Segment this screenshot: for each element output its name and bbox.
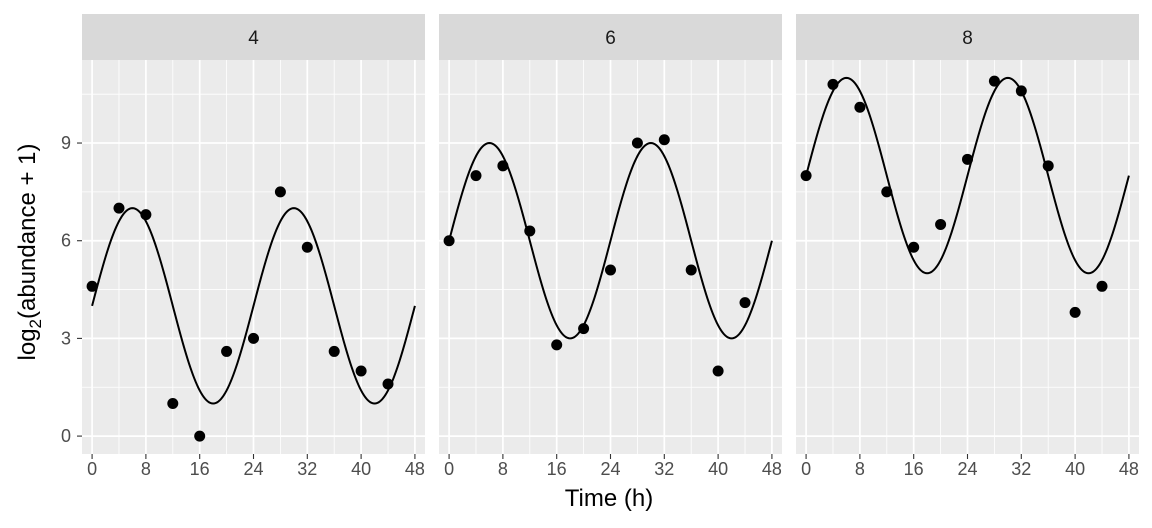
data-point bbox=[1015, 85, 1027, 97]
x-tick-label: 0 bbox=[87, 459, 97, 479]
x-tick-label: 8 bbox=[855, 459, 865, 479]
x-tick-label: 24 bbox=[600, 459, 620, 479]
fitted-curve bbox=[91, 207, 416, 405]
fitted-curve bbox=[805, 76, 1130, 275]
data-point bbox=[86, 280, 98, 292]
x-tick-label: 48 bbox=[762, 459, 782, 479]
x-tick-label: 32 bbox=[297, 459, 317, 479]
data-point bbox=[881, 186, 893, 198]
x-axis-title: Time (h) bbox=[565, 485, 653, 512]
data-point bbox=[248, 332, 259, 344]
facet-strip bbox=[439, 14, 782, 60]
x-tick-label: 40 bbox=[708, 459, 728, 479]
x-tick-label: 24 bbox=[957, 459, 977, 479]
y-tick-label: 6 bbox=[61, 231, 71, 251]
x-tick-label: 48 bbox=[405, 459, 425, 479]
fitted-curve bbox=[448, 142, 773, 340]
data-point bbox=[274, 186, 286, 198]
facet-strip-label: 4 bbox=[248, 28, 259, 49]
data-point bbox=[1096, 280, 1108, 292]
x-tick-label: 32 bbox=[654, 459, 674, 479]
data-point bbox=[962, 153, 973, 165]
data-point bbox=[739, 297, 751, 309]
data-point bbox=[578, 323, 590, 335]
data-point bbox=[605, 264, 616, 276]
x-tick-label: 8 bbox=[141, 459, 151, 479]
x-tick-label: 8 bbox=[498, 459, 508, 479]
x-tick-label: 48 bbox=[1119, 459, 1139, 479]
data-point bbox=[328, 345, 340, 357]
y-axis-title: log2(abundance + 1) bbox=[14, 144, 45, 361]
data-point bbox=[551, 339, 563, 351]
data-point bbox=[827, 78, 839, 90]
data-point bbox=[685, 264, 697, 276]
y-axis-title-prefix: log bbox=[14, 328, 41, 360]
facet-strip bbox=[82, 14, 425, 60]
y-axis-title-subscript: 2 bbox=[26, 319, 45, 328]
facet-strip bbox=[796, 14, 1139, 60]
x-tick-label: 16 bbox=[547, 459, 567, 479]
x-tick-label: 32 bbox=[1011, 459, 1031, 479]
x-tick-label: 16 bbox=[904, 459, 924, 479]
y-axis-title-suffix: (abundance + 1) bbox=[14, 144, 41, 319]
x-tick-label: 40 bbox=[1065, 459, 1085, 479]
data-point bbox=[988, 75, 1000, 87]
data-point bbox=[800, 170, 812, 182]
x-tick-label: 24 bbox=[243, 459, 263, 479]
data-point bbox=[854, 101, 866, 113]
data-point bbox=[712, 365, 724, 377]
data-point bbox=[113, 202, 125, 214]
data-point bbox=[443, 235, 455, 247]
data-point bbox=[355, 365, 367, 377]
x-tick-label: 40 bbox=[351, 459, 371, 479]
data-point bbox=[194, 430, 206, 442]
x-tick-label: 0 bbox=[444, 459, 454, 479]
y-tick-label: 3 bbox=[61, 328, 71, 348]
data-point bbox=[935, 218, 947, 230]
y-tick-label: 0 bbox=[61, 426, 71, 446]
data-point bbox=[301, 241, 313, 253]
data-point bbox=[470, 170, 482, 182]
data-point bbox=[140, 209, 152, 221]
data-point bbox=[221, 345, 233, 357]
data-point bbox=[382, 378, 394, 390]
data-point bbox=[524, 225, 536, 237]
data-point bbox=[908, 241, 920, 253]
data-point bbox=[497, 160, 509, 172]
facet-strip-label: 8 bbox=[962, 28, 973, 49]
data-point bbox=[631, 137, 643, 149]
facet-panel-6: 6 0 8 16 24 32 40 48 bbox=[439, 14, 782, 479]
x-tick-label: 0 bbox=[801, 459, 811, 479]
y-tick-label: 9 bbox=[61, 133, 71, 153]
data-point bbox=[658, 134, 670, 146]
data-point bbox=[1042, 160, 1054, 172]
facet-panel-8: 8 0 8 16 24 32 40 48 bbox=[796, 14, 1139, 479]
facet-strip-label: 6 bbox=[605, 28, 616, 49]
data-point bbox=[1069, 306, 1081, 318]
x-tick-label: 16 bbox=[190, 459, 210, 479]
data-point bbox=[167, 398, 179, 410]
